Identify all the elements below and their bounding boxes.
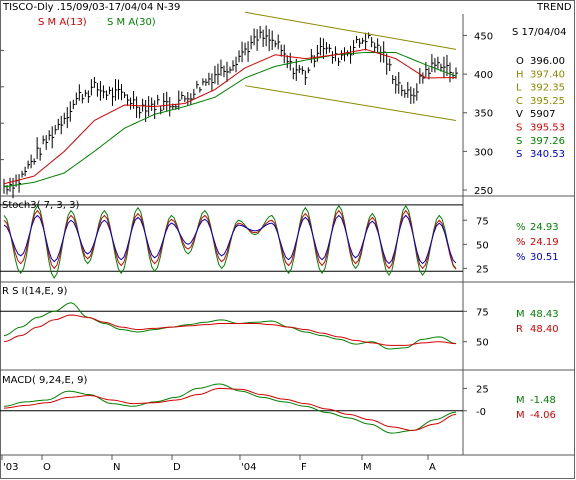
rsi-series-line [3,302,457,350]
stoch-readout-prefix: % [516,237,526,248]
x-axis-label: '04 [241,462,256,473]
rsi-y-tick-label: 75 [476,307,489,318]
sma13-legend: S M A(13) [38,17,87,28]
price-readout-prefix: V [516,109,523,120]
rsi-readout-prefix: R [516,324,523,335]
stoch-y-tick-label: 50 [476,240,489,251]
macd-series-line [3,387,457,431]
sma13-line [3,48,457,185]
channel-upper-line [244,11,457,50]
rsi-readout-value: 48.43 [530,309,559,320]
rsi-label: R S I(14,E, 9) [2,286,67,297]
price-readout-prefix: S [516,123,522,134]
x-axis-label: M [363,462,372,473]
price-readout-prefix: S [516,136,522,147]
rsi-y-tick-label: 50 [476,338,489,349]
macd-readout-prefix: M [516,395,525,406]
price-readout-value: 397.40 [530,69,565,80]
x-axis-label: N [113,462,120,473]
stoch-label: Stoch3( 7, 3, 3) [2,200,79,211]
price-y-tick-label: 250 [474,186,493,197]
macd-readout-value: -1.48 [530,395,556,406]
price-readout-prefix: L [516,83,522,94]
macd-y-tick-label: -0 [476,407,486,418]
x-axis-label: D [173,462,181,473]
price-readout-value: 392.35 [530,83,565,94]
stoch-readout-value: 24.93 [530,222,559,233]
macd-readout-value: -4.06 [530,410,556,421]
x-axis-label: A [429,462,436,473]
macd-series-line [3,383,457,434]
macd-y-tick-label: 25 [476,384,489,395]
rsi-readout-prefix: M [516,309,525,320]
price-readout-value: 396.00 [530,56,565,67]
macd-label: MACD( 9,24,E, 9) [2,375,88,386]
price-y-tick-label: 400 [474,70,493,81]
price-readout-value: 395.53 [530,123,565,134]
trend-label: TREND [537,2,572,13]
stoch-readout-prefix: % [516,252,526,263]
price-readout-value: 395.25 [530,96,565,107]
price-readout-prefix: S [516,149,522,160]
price-y-tick-label: 300 [474,147,493,158]
price-readout-prefix: C [516,96,523,107]
price-y-tick-label: 450 [474,31,493,42]
stoch-readout-prefix: % [516,222,526,233]
stoch-y-tick-label: 75 [476,216,489,227]
channel-lower-line [244,85,457,121]
sma30-line [3,51,457,188]
stoch-readout-value: 30.51 [530,252,559,263]
x-axis-label: O [43,462,51,473]
price-readout-prefix: H [516,69,524,80]
rsi-series-line [3,314,457,346]
price-y-tick-label: 350 [474,109,493,120]
price-readout-prefix: O [516,56,524,67]
date-label: S 17/04/04 [512,27,567,38]
price-readout-value: 340.53 [530,149,565,160]
macd-readout-prefix: M [516,410,525,421]
price-readout-value: 397.26 [530,136,565,147]
price-readout-value: 5907 [530,109,555,120]
stoch-y-tick-label: 25 [476,264,489,275]
rsi-readout-value: 48.40 [530,324,559,335]
sma30-legend: S M A(30) [107,17,156,28]
x-axis-label: '03 [3,462,18,473]
stoch-readout-value: 24.19 [530,237,559,248]
stoch-series-line [3,214,457,265]
chart-title: TISCO-Dly .15/09/03-17/04/04 N-39 [3,2,181,13]
x-axis-label: F [301,462,307,473]
